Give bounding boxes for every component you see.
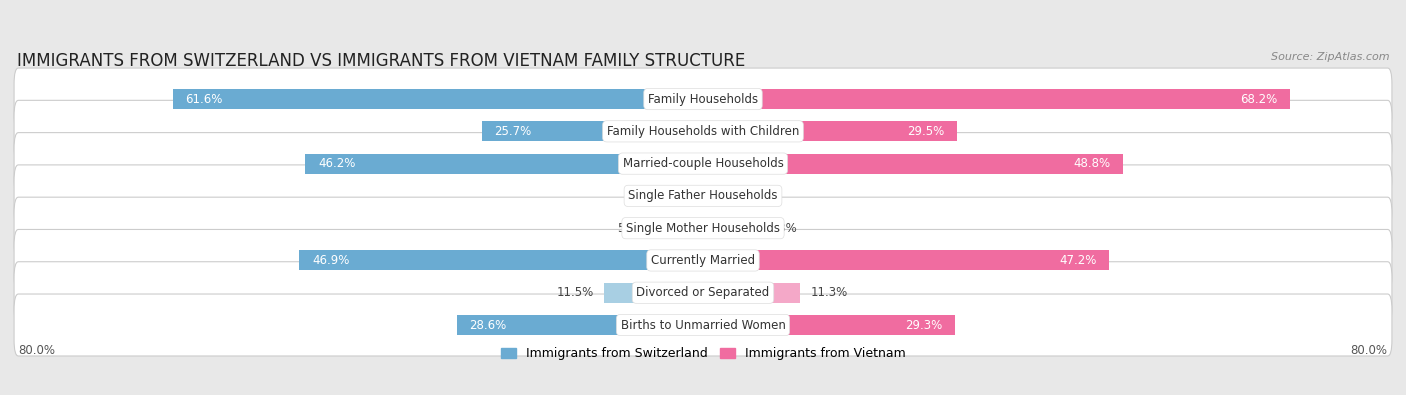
Bar [703,89,1291,109]
FancyBboxPatch shape [14,68,1392,130]
Text: 61.6%: 61.6% [186,92,222,105]
Text: Divorced or Separated: Divorced or Separated [637,286,769,299]
Text: Married-couple Households: Married-couple Households [623,157,783,170]
Text: Single Father Households: Single Father Households [628,189,778,202]
Text: Currently Married: Currently Married [651,254,755,267]
Text: 2.4%: 2.4% [734,189,763,202]
Text: 46.9%: 46.9% [312,254,350,267]
Bar [457,315,703,335]
Bar [658,218,703,238]
Bar [703,315,955,335]
FancyBboxPatch shape [14,197,1392,259]
Text: 29.3%: 29.3% [905,318,942,331]
Bar [703,121,957,141]
Bar [703,186,724,206]
Bar [173,89,703,109]
Bar [703,283,800,303]
Text: Source: ZipAtlas.com: Source: ZipAtlas.com [1271,52,1389,62]
Bar [703,154,1123,174]
Bar [686,186,703,206]
Text: Single Mother Households: Single Mother Households [626,222,780,235]
Text: 2.0%: 2.0% [645,189,675,202]
FancyBboxPatch shape [14,294,1392,356]
Bar [703,218,758,238]
FancyBboxPatch shape [14,229,1392,292]
Text: 11.5%: 11.5% [557,286,593,299]
Text: Family Households: Family Households [648,92,758,105]
Bar [482,121,703,141]
Text: Births to Unmarried Women: Births to Unmarried Women [620,318,786,331]
Bar [605,283,703,303]
Text: 48.8%: 48.8% [1073,157,1111,170]
Text: 46.2%: 46.2% [318,157,356,170]
Text: 5.3%: 5.3% [617,222,647,235]
FancyBboxPatch shape [14,165,1392,227]
Text: Family Households with Children: Family Households with Children [607,125,799,138]
Bar [299,250,703,271]
Text: IMMIGRANTS FROM SWITZERLAND VS IMMIGRANTS FROM VIETNAM FAMILY STRUCTURE: IMMIGRANTS FROM SWITZERLAND VS IMMIGRANT… [17,52,745,70]
Text: 47.2%: 47.2% [1059,254,1097,267]
FancyBboxPatch shape [14,133,1392,195]
Text: 29.5%: 29.5% [907,125,945,138]
Text: 28.6%: 28.6% [470,318,508,331]
FancyBboxPatch shape [14,262,1392,324]
Text: 25.7%: 25.7% [495,125,531,138]
Text: 68.2%: 68.2% [1240,92,1278,105]
Legend: Immigrants from Switzerland, Immigrants from Vietnam: Immigrants from Switzerland, Immigrants … [495,342,911,365]
Text: 80.0%: 80.0% [1351,344,1388,357]
Text: 80.0%: 80.0% [18,344,55,357]
Bar [305,154,703,174]
Bar [703,250,1109,271]
Text: 6.3%: 6.3% [768,222,797,235]
FancyBboxPatch shape [14,100,1392,162]
Text: 11.3%: 11.3% [811,286,848,299]
